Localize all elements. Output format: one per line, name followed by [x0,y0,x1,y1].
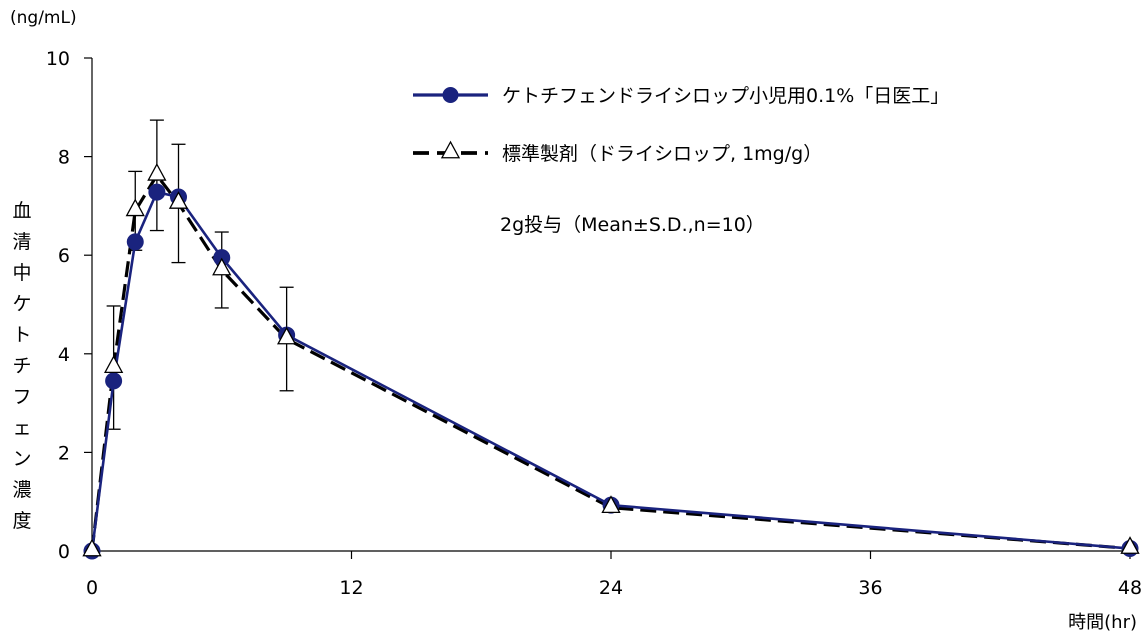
y-tick-label-0: 0 [58,541,70,563]
legend-reference-label: 標準製剤（ドライシロップ, 1mg/g） [502,143,822,165]
x-tick-label-48: 48 [1118,577,1142,599]
y-axis-label: 血清中ケトチフェン濃度 [12,200,32,532]
reference-point-9 [276,326,297,345]
y-tick-label-10: 10 [46,48,70,70]
reference-point-3 [147,162,167,181]
x-tick-label-12: 12 [339,577,363,599]
reference-point-4 [168,191,189,209]
reference-point-6 [212,257,232,276]
x-axis-label: 時間(hr) [1068,612,1137,633]
x-tick-label-36: 36 [858,577,882,599]
reference-point-1 [103,355,124,374]
reference-point-24 [601,495,621,514]
y-tick-label-8: 8 [58,147,70,169]
y-tick-label-2: 2 [58,442,70,464]
test-point-2 [126,233,144,251]
y-tick-label-6: 6 [58,245,70,267]
reference-point-2 [125,198,145,217]
legend-test-label: ケトチフェンドライシロップ小児用0.1%「日医工」 [502,85,949,107]
y-unit-label: (ng/mL) [10,8,77,28]
y-tick-label-4: 4 [58,344,70,366]
test-point-3 [148,183,166,201]
legend: ケトチフェンドライシロップ小児用0.1%「日医工」標準製剤（ドライシロップ, 1… [413,85,949,165]
legend-reference-marker [440,140,461,159]
dose-note: 2g投与（Mean±S.D.,n=10） [500,214,765,236]
reference-point-0 [82,538,102,557]
reference-point-48 [1120,536,1140,554]
test-point-1 [105,372,123,390]
x-tick-label-24: 24 [599,577,623,599]
series-reference-line [90,172,1131,552]
x-tick-label-0: 0 [86,577,98,599]
legend-test-marker [442,87,459,103]
